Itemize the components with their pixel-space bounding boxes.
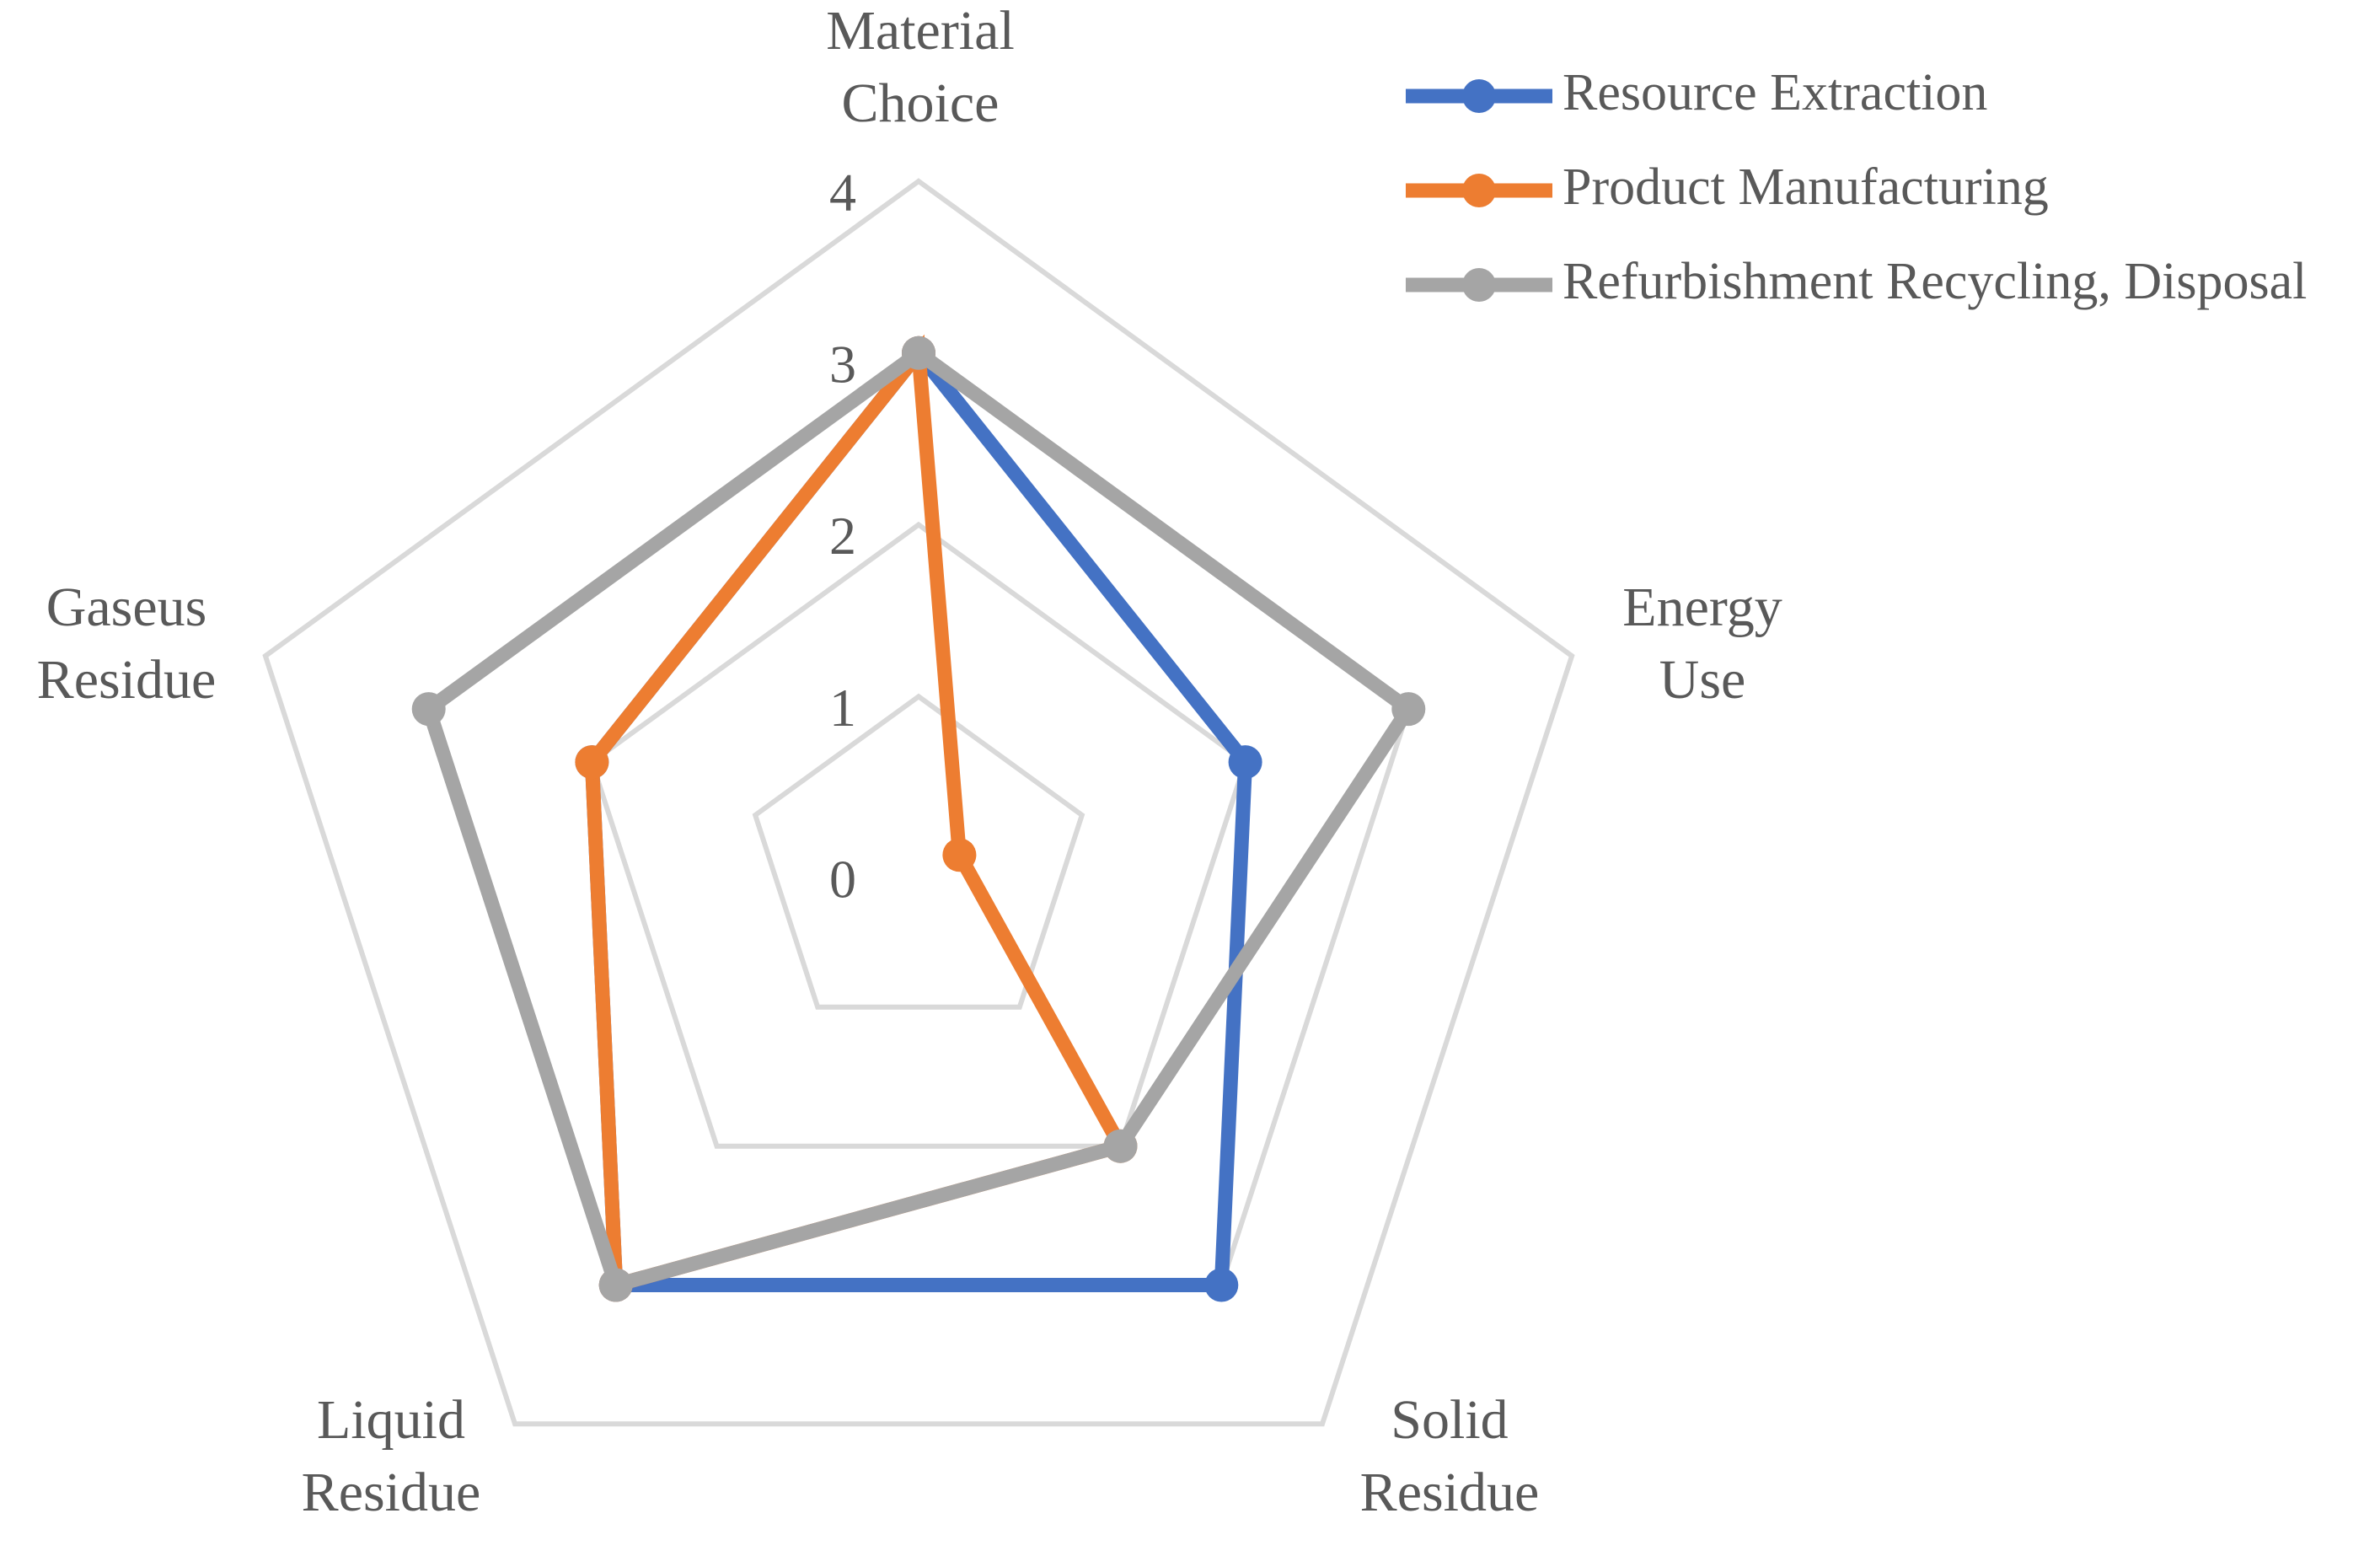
data-point [942, 838, 977, 872]
series-line [420, 344, 1418, 1294]
series-1 [575, 335, 1262, 1302]
grid-ring-2 [588, 521, 1249, 1149]
axis-labels: Material Choice Energy Use Solid Residue Liqui… [37, 0, 1782, 1523]
data-point [1391, 692, 1426, 727]
legend-label: Product Manufacturing [1563, 158, 2049, 216]
legend-marker [1462, 174, 1496, 207]
axis-label: Liquid Residue [302, 1389, 481, 1523]
series-3 [411, 335, 1426, 1302]
tick-label: 3 [829, 334, 856, 394]
data-point [411, 692, 446, 727]
legend-marker [1462, 268, 1496, 302]
grid-ring-4 [262, 178, 1575, 1427]
series-group [411, 334, 1426, 1302]
axis-label: Solid Residue [1360, 1389, 1540, 1523]
legend-entry: Product Manufacturing [1406, 158, 2049, 216]
legend-entry: Resource Extraction [1406, 64, 1987, 121]
axis-label: Gaseus Residue [37, 577, 217, 711]
legend-label: Refurbishment Recycling, Disposal [1563, 253, 2307, 310]
legend-entry: Refurbishment Recycling, Disposal [1406, 253, 2307, 310]
axis-label: Energy Use [1622, 577, 1782, 711]
data-point [575, 745, 609, 780]
data-point [1103, 1129, 1138, 1163]
grid-ring-1 [752, 693, 1085, 1010]
data-point [1228, 745, 1262, 780]
data-point [902, 335, 935, 370]
data-point [1204, 1268, 1239, 1302]
series-2 [575, 334, 1138, 1302]
legend-marker [1462, 79, 1496, 113]
data-point [598, 1268, 633, 1302]
tick-label: 1 [829, 678, 856, 738]
tick-label: 4 [829, 163, 856, 223]
axis-label: Material Choice [826, 0, 1015, 134]
legend: Resource Extraction Product Manufacturing… [1406, 64, 2307, 310]
tick-label: 0 [829, 850, 856, 910]
tick-label: 2 [829, 506, 856, 566]
radial-tick-labels: 0 1 2 3 4 [829, 163, 856, 910]
legend-label: Resource Extraction [1563, 64, 1987, 121]
